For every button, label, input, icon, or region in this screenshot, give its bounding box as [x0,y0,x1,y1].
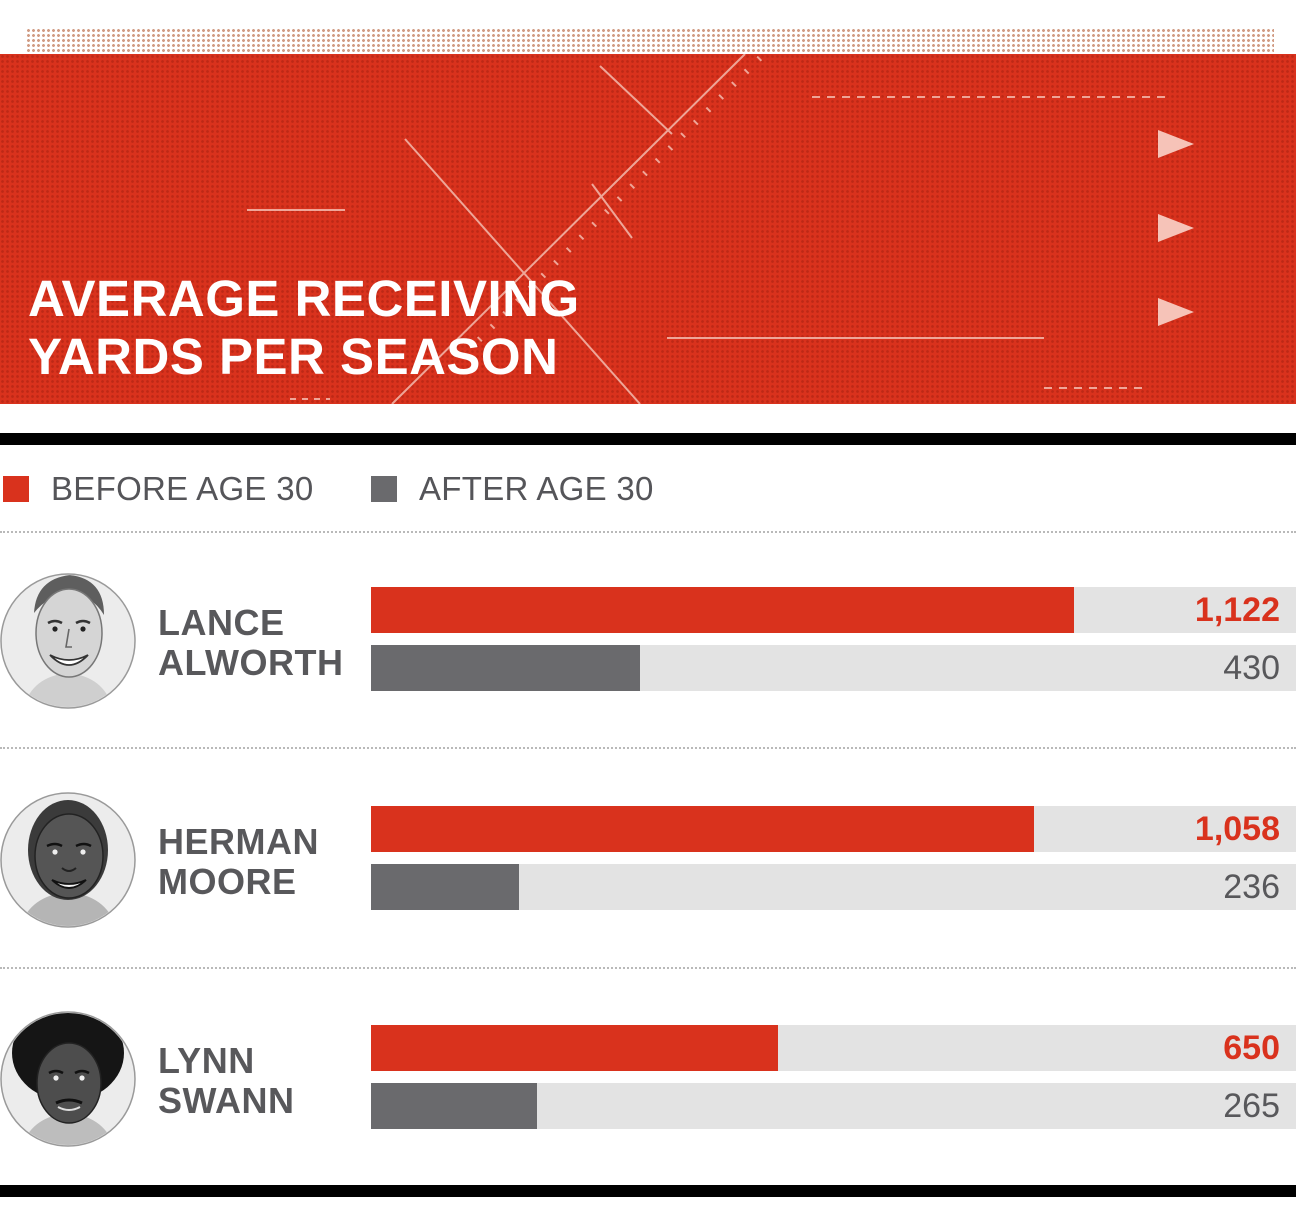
bar-track-before: 1,058 [371,806,1296,852]
player-name: HERMAN MOORE [158,821,319,902]
player-photo-moore [0,792,136,928]
player-name: LYNN SWANN [158,1040,295,1121]
legend-swatch-after [371,476,397,502]
divider [0,747,1296,749]
legend-swatch-before [3,476,29,502]
bar-track-after: 236 [371,864,1296,910]
bar-track-before: 650 [371,1025,1296,1071]
bar-track-before: 1,122 [371,587,1296,633]
bar-before [371,1025,778,1071]
header-dot-band [26,28,1274,56]
player-photo-alworth [0,573,136,709]
legend-label-before: BEFORE AGE 30 [51,470,314,507]
player-photo-swann [0,1011,136,1147]
bar-after [371,864,519,910]
chart-title: AVERAGE RECEIVING YARDS PER SEASON [28,270,580,385]
football-field-graphic [247,54,1194,404]
player-row-alworth: LANCE ALWORTH 1,122 430 [0,565,1296,715]
legend-label-after: AFTER AGE 30 [419,470,654,507]
data-label-after: 236 [1223,868,1280,906]
data-label-after: 430 [1223,649,1280,687]
divider [0,531,1296,533]
bar-before [371,587,1074,633]
bar-after [371,645,640,691]
data-label-before: 1,058 [1194,810,1280,848]
bar-before [371,806,1034,852]
bottom-rule [0,1185,1296,1197]
player-name: LANCE ALWORTH [158,602,344,683]
data-label-before: 650 [1223,1029,1280,1067]
divider [0,967,1296,969]
legend-after: AFTER AGE 30 [371,470,654,508]
bar-track-after: 430 [371,645,1296,691]
player-row-moore: HERMAN MOORE 1,058 236 [0,784,1296,934]
player-row-swann: LYNN SWANN 650 265 [0,1003,1296,1153]
legend-before: BEFORE AGE 30 [3,470,314,508]
title-banner: AVERAGE RECEIVING YARDS PER SEASON [0,54,1296,404]
bar-track-after: 265 [371,1083,1296,1129]
data-label-before: 1,122 [1194,591,1280,629]
bar-after [371,1083,537,1129]
data-label-after: 265 [1223,1087,1280,1125]
top-rule [0,433,1296,445]
